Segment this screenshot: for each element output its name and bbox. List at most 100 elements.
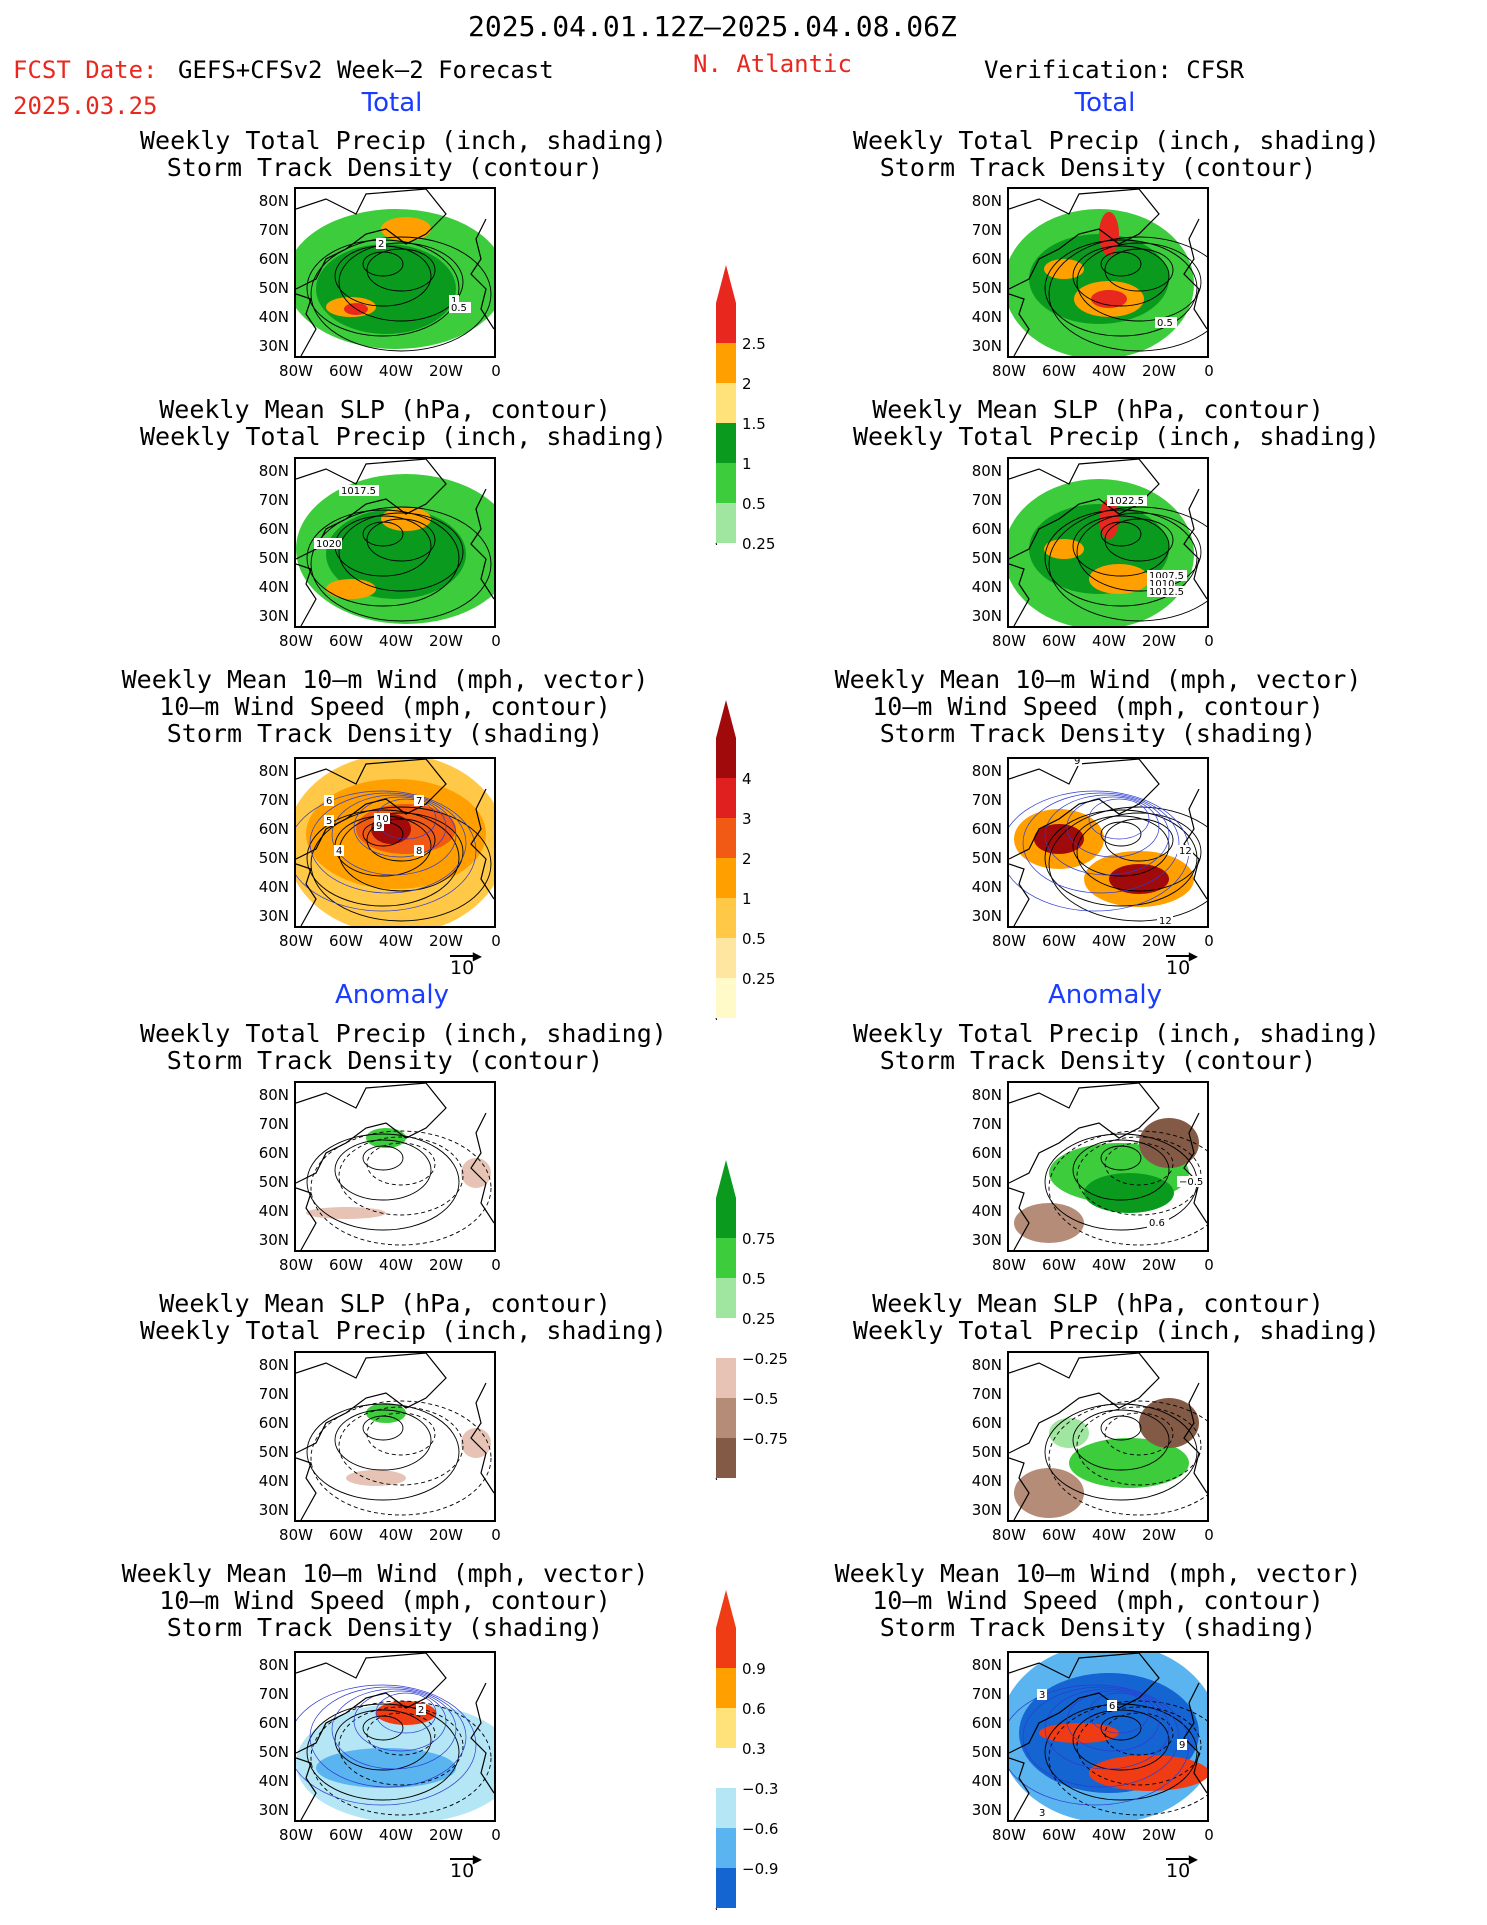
colorbar-track_anom: [714, 1590, 738, 1925]
contour-label: 1017.5: [341, 486, 376, 497]
contour-label-bg: [414, 845, 424, 856]
lat-tick-label: 60N: [971, 1414, 1002, 1432]
lat-tick-label: 80N: [971, 1356, 1002, 1374]
lat-tick-label: 70N: [971, 221, 1002, 239]
contour-line: [362, 1145, 404, 1171]
shading-blob: [326, 579, 376, 599]
colorbar-label: 2: [742, 850, 752, 868]
contour-line: [1072, 245, 1170, 307]
shading-blob: [316, 1748, 456, 1788]
coastline: [470, 218, 494, 330]
lon-tick-label: 0: [1204, 1526, 1214, 1544]
coastline: [296, 1457, 317, 1520]
contour-line: [1100, 1415, 1142, 1441]
lat-tick-label: 80N: [258, 462, 289, 480]
vector-contour: [1088, 1692, 1150, 1734]
lon-tick-label: 40W: [379, 632, 413, 650]
shading-blob: [1139, 1398, 1199, 1448]
lon-tick-label: 40W: [1092, 362, 1126, 380]
contour-line: [338, 242, 464, 322]
colorbar-segment: [716, 1198, 736, 1238]
contour-line: [306, 1703, 460, 1801]
lon-tick-label: 20W: [1142, 362, 1176, 380]
colorbar-cap: [716, 1590, 736, 1628]
contour-label: 9: [1074, 759, 1080, 767]
map-panel-r4: −0.5 0.6: [1007, 1081, 1209, 1252]
title-r2: Weekly Mean SLP (hPa, contour) Weekly Tot…: [853, 395, 1380, 451]
colorbar-segment: [716, 938, 736, 978]
lon-tick-label: 20W: [1142, 1826, 1176, 1844]
coastline: [1009, 293, 1030, 356]
lon-tick-label: 80W: [279, 1826, 313, 1844]
lon-tick-label: 0: [1204, 1256, 1214, 1274]
colorbar-segment: [716, 738, 736, 778]
vector-contour: [1066, 1690, 1160, 1752]
lon-tick-label: 0: [1204, 362, 1214, 380]
lat-tick-label: 60N: [971, 1714, 1002, 1732]
contour-line: [338, 1406, 464, 1486]
contour-line: [1048, 1700, 1207, 1816]
lat-tick-label: 50N: [971, 1743, 1002, 1761]
shading-blob: [326, 509, 466, 599]
coastline: [1009, 1353, 1160, 1454]
map-panel-l5: [294, 1351, 496, 1522]
map-panel-l3: 10 8 7 6 5 4 9: [294, 757, 496, 928]
lon-tick-label: 20W: [1142, 632, 1176, 650]
contour-line: [306, 1133, 460, 1231]
lon-tick-label: 0: [491, 1256, 501, 1274]
lon-tick-label: 40W: [1092, 632, 1126, 650]
contour-line: [1104, 1712, 1174, 1756]
contour-label-bg: [324, 795, 334, 806]
lat-tick-label: 80N: [258, 192, 289, 210]
coastline: [470, 1112, 494, 1224]
shading-blob: [306, 1207, 386, 1219]
contour-label: 0.6: [1149, 1218, 1165, 1229]
lon-tick-label: 20W: [1142, 932, 1176, 950]
contour-label: 7: [416, 796, 422, 807]
contour-line: [1104, 1412, 1174, 1456]
map-panel-r2: 1022.5 1007.5 1010 1012.5: [1007, 457, 1209, 628]
vector-contour: [1022, 792, 1180, 894]
coastline: [1009, 1187, 1030, 1250]
contour-label-bg: [1072, 759, 1082, 766]
colorbar-tail: [715, 542, 727, 574]
lon-tick-label: 40W: [1092, 932, 1126, 950]
lon-tick-label: 40W: [1092, 1826, 1126, 1844]
lat-tick-label: 50N: [258, 549, 289, 567]
coastline: [1183, 488, 1207, 600]
contour-line: [338, 1706, 464, 1786]
lon-tick-label: 60W: [1042, 362, 1076, 380]
shading-blob: [1034, 824, 1084, 854]
lat-tick-label: 50N: [971, 1173, 1002, 1191]
contour-line: [366, 818, 436, 862]
lon-tick-label: 0: [1204, 1826, 1214, 1844]
colorbar-segment: [716, 1628, 736, 1668]
contour-line: [1072, 515, 1170, 577]
lat-tick-label: 70N: [971, 1385, 1002, 1403]
vector-contour: [331, 1688, 457, 1770]
colorbar-segment: [716, 1828, 736, 1868]
lat-tick-label: 60N: [258, 820, 289, 838]
contour-label-bg: [376, 238, 386, 249]
contour-label: 9: [376, 821, 382, 832]
colorbar-segment: [716, 1438, 736, 1478]
lat-tick-label: 70N: [258, 1385, 289, 1403]
lat-tick-label: 70N: [971, 791, 1002, 809]
colorbar-label: 0.6: [742, 1700, 766, 1718]
contour-label-bg: [1037, 1807, 1047, 1818]
lat-tick-label: 80N: [258, 762, 289, 780]
lat-tick-label: 60N: [258, 1714, 289, 1732]
contour-label: 1012.5: [1149, 587, 1184, 598]
title-l2: Weekly Mean SLP (hPa, contour) Weekly Tot…: [140, 395, 667, 451]
colorbar-precip_total: [714, 265, 738, 574]
colorbar-segment: [716, 1868, 736, 1908]
colorbar-segment: [716, 503, 736, 543]
coastline: [1009, 459, 1160, 560]
coastline: [296, 1353, 447, 1454]
contour-label: 3: [1039, 1690, 1045, 1701]
contour-line: [310, 236, 492, 352]
contour-label-bg: [1155, 317, 1177, 328]
section-anomaly-right: Anomaly: [1047, 980, 1163, 1010]
model-label: GEFS+CFSv2 Week–2 Forecast: [178, 56, 554, 84]
lon-tick-label: 20W: [429, 932, 463, 950]
